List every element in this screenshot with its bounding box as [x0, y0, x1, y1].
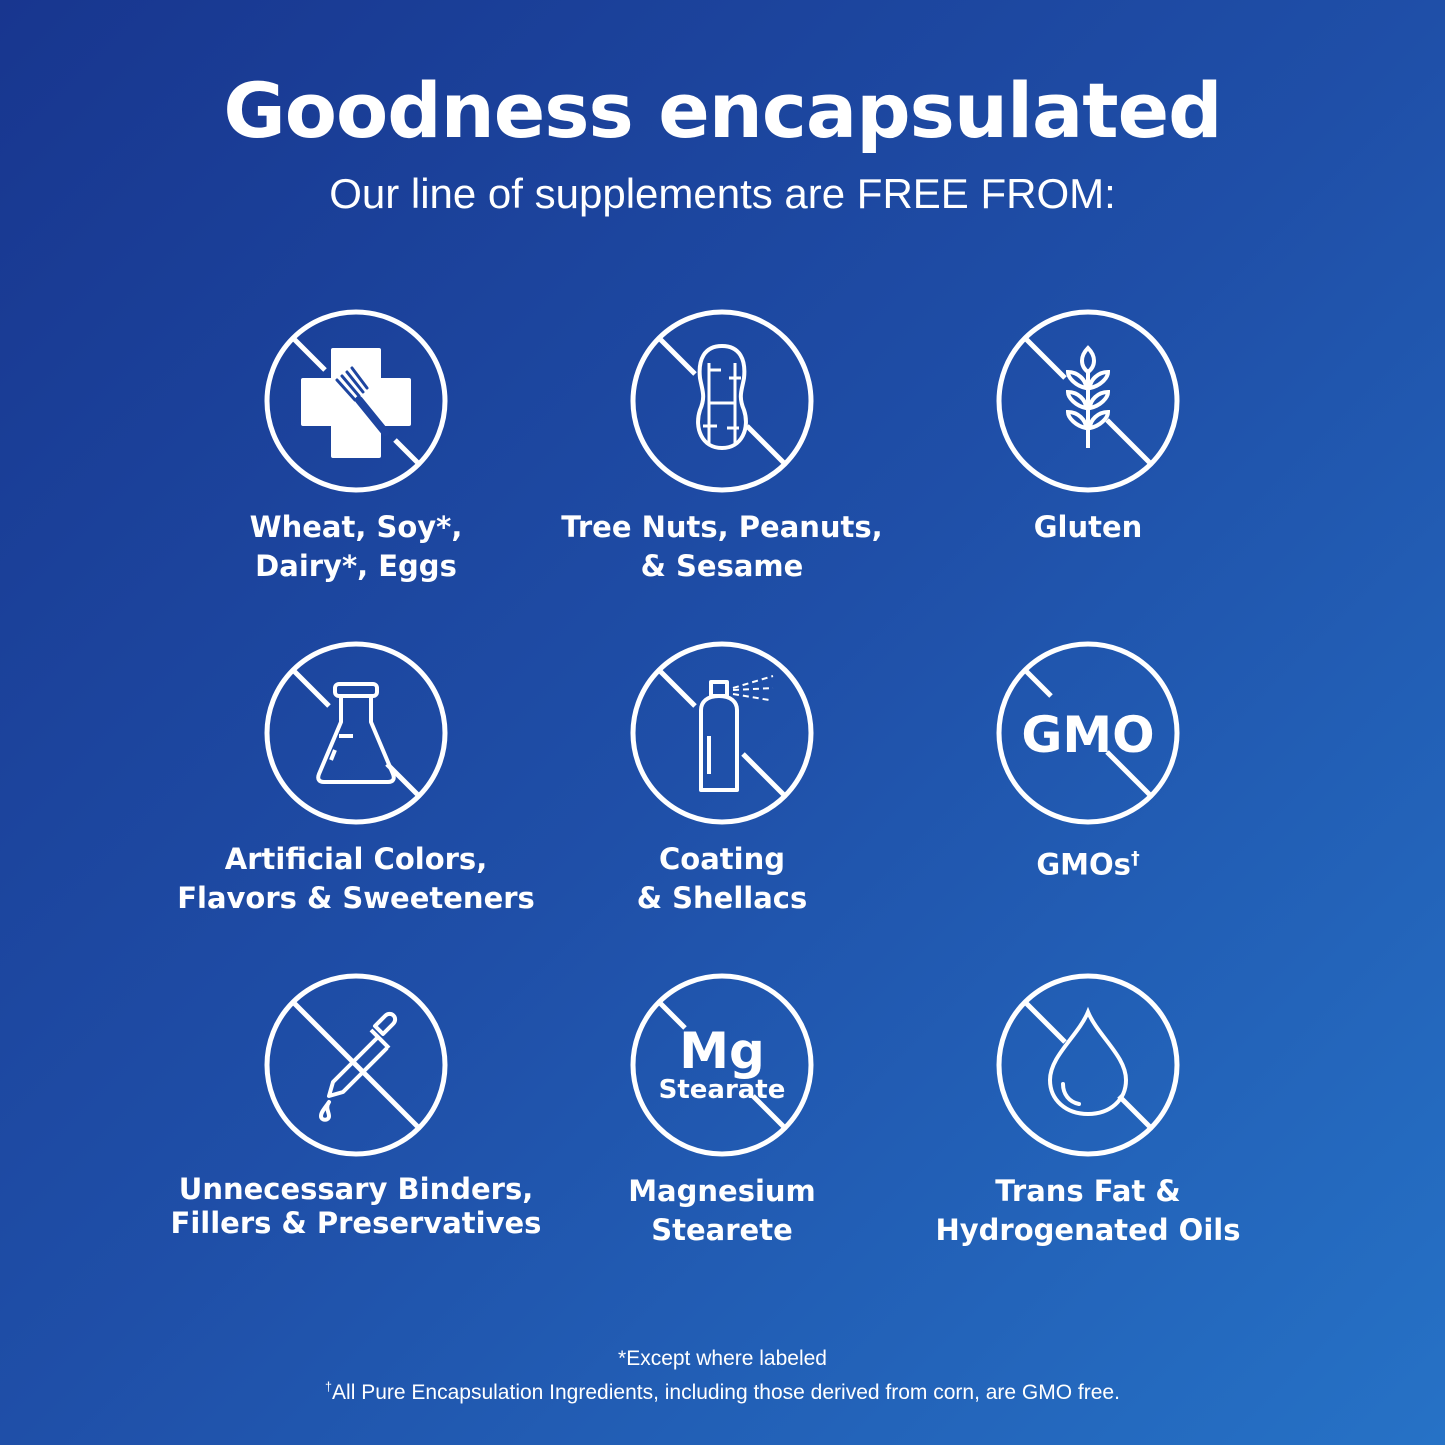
item-gmo: GMO GMOs†	[888, 640, 1288, 885]
dropper-icon	[264, 973, 448, 1157]
dagger-mark: †	[1130, 849, 1140, 869]
gmo-icon: GMO	[996, 641, 1180, 825]
flask-icon	[264, 641, 448, 825]
item-label: Trans Fat & Hydrogenated Oils	[935, 1174, 1241, 1247]
item-label: Gluten	[1033, 510, 1143, 544]
page-title: Goodness encapsulated	[223, 66, 1222, 155]
item-label: Artificial Colors, Flavors & Sweeteners	[177, 842, 535, 915]
stearate-text: Stearate	[659, 1075, 786, 1105]
item-wheat-soy-dairy-eggs: Wheat, Soy*, Dairy*, Eggs	[156, 308, 556, 586]
item-gluten: Gluten	[888, 308, 1288, 547]
mg-text: Mg	[679, 1022, 765, 1080]
item-label-text: GMOs	[1036, 847, 1131, 882]
item-coating: Coating & Shellacs	[522, 640, 922, 918]
allergen-cross-fork-icon	[264, 309, 448, 493]
item-label: Coating & Shellacs	[636, 842, 808, 915]
gmo-icon-text: GMO	[1021, 706, 1154, 764]
oil-drop-icon	[996, 973, 1180, 1157]
wheat-icon	[996, 309, 1180, 493]
item-label: GMOs†	[888, 840, 1288, 885]
item-artificial: Artificial Colors, Flavors & Sweeteners	[156, 640, 556, 918]
mg-stearate-icon: Mg Stearate	[630, 973, 814, 1157]
footnote-gmo: †All Pure Encapsulation Ingredients, inc…	[0, 1380, 1445, 1405]
item-binders: Unnecessary Binders, Fillers & Preservat…	[156, 972, 556, 1240]
item-label: Wheat, Soy*, Dairy*, Eggs	[249, 510, 463, 583]
page-subtitle: Our line of supplements are FREE FROM:	[329, 170, 1116, 217]
item-magnesium-stearate: Mg Stearate Magnesium Stearete	[522, 972, 922, 1250]
item-label: Tree Nuts, Peanuts, & Sesame	[561, 510, 883, 583]
item-label: Magnesium Stearete	[628, 1174, 816, 1247]
footnote-gmo-text: All Pure Encapsulation Ingredients, incl…	[332, 1381, 1120, 1404]
item-nuts-sesame: Tree Nuts, Peanuts, & Sesame	[522, 308, 922, 586]
peanut-icon	[630, 309, 814, 493]
dagger-mark: †	[325, 1380, 333, 1394]
spray-can-icon	[630, 641, 814, 825]
item-label: Unnecessary Binders, Fillers & Preservat…	[170, 1172, 542, 1240]
item-trans-fat: Trans Fat & Hydrogenated Oils	[888, 972, 1288, 1250]
footnote-except: *Except where labeled	[618, 1347, 827, 1370]
